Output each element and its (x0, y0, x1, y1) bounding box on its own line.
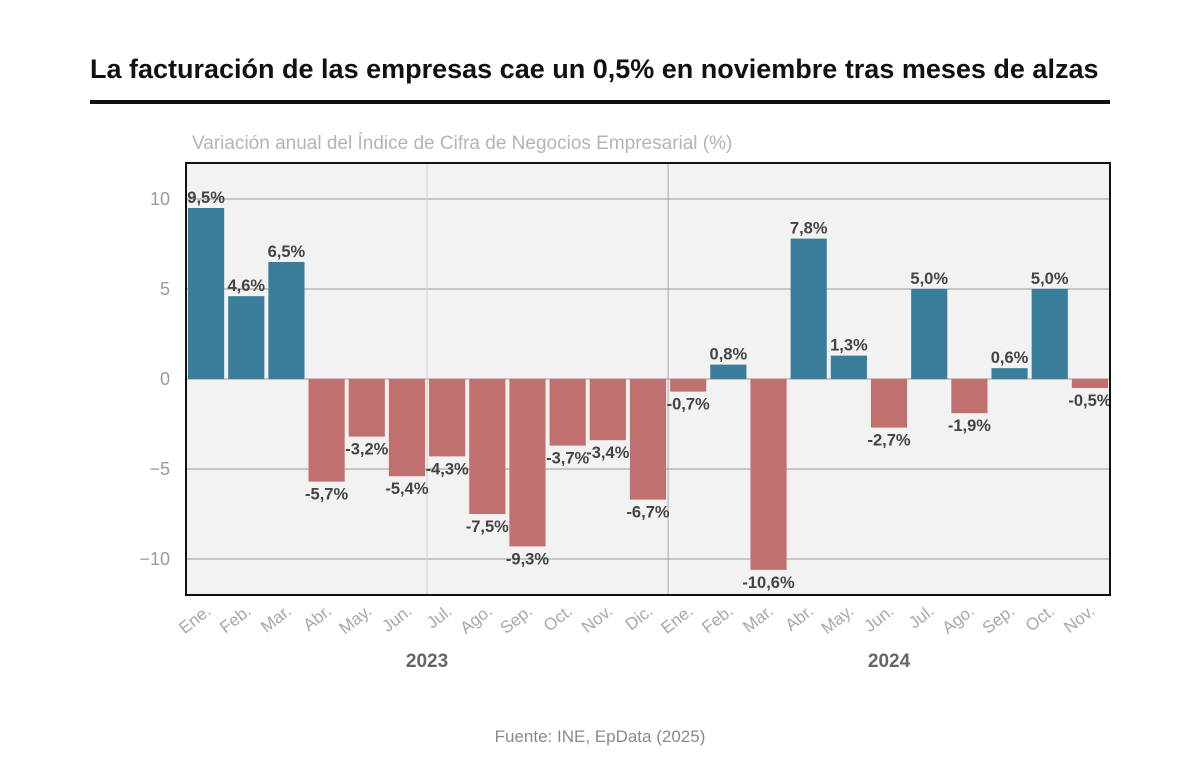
bar (750, 379, 787, 570)
data-label: -10,6% (742, 574, 795, 592)
y-tick-label: −10 (139, 549, 170, 569)
data-label: 6,5% (268, 243, 306, 261)
x-tick-label: Nov. (1060, 601, 1098, 637)
source-note: Fuente: INE, EpData (2025) (494, 727, 706, 746)
data-label: 1,3% (830, 337, 868, 355)
bar (429, 379, 466, 457)
x-tick-label: Oct. (540, 601, 576, 635)
x-tick-label: Ene. (657, 601, 696, 638)
bar (1071, 379, 1108, 388)
data-label: 7,8% (790, 220, 828, 238)
bars (188, 208, 1108, 570)
bar (670, 379, 707, 392)
year-label: 2024 (868, 651, 911, 672)
x-tick-label: Mar. (257, 601, 295, 636)
data-label: 0,6% (991, 349, 1029, 367)
x-tick-label: Ene. (175, 601, 214, 638)
y-tick-label: 10 (150, 189, 170, 209)
y-tick-label: 0 (160, 369, 170, 389)
x-tick-label: Oct. (1022, 601, 1058, 635)
x-tick-label: Jun. (378, 601, 415, 636)
x-tick-label: Nov. (578, 601, 616, 637)
y-axis-ticks: 10 5 0 −5 −10 (139, 189, 170, 569)
plot-frame (185, 162, 1111, 596)
bar (589, 379, 626, 441)
data-label: 9,5% (187, 189, 225, 207)
data-label: 0,8% (710, 346, 748, 364)
data-label: -3,2% (345, 441, 388, 459)
data-label: 5,0% (910, 270, 948, 288)
data-label: -5,7% (305, 486, 348, 504)
data-label: -2,7% (867, 432, 910, 450)
x-tick-label: Jul. (905, 601, 938, 632)
year-labels: 2023 2024 (406, 651, 911, 672)
bar (870, 379, 908, 428)
x-tick-label: May. (818, 601, 858, 638)
bar (268, 262, 305, 379)
data-label: -7,5% (466, 518, 509, 536)
bar (348, 379, 385, 437)
x-tick-label: Abr. (782, 601, 818, 635)
year-label: 2023 (406, 651, 448, 672)
x-tick-label: May. (336, 601, 376, 638)
bar (469, 379, 506, 514)
x-tick-label: Abr. (300, 601, 336, 635)
data-label: -0,5% (1068, 392, 1111, 410)
bar (911, 289, 948, 379)
data-label: -9,3% (506, 550, 549, 568)
data-label: 5,0% (1031, 270, 1069, 288)
x-tick-label: Ago. (457, 601, 496, 638)
bar (790, 238, 827, 379)
data-labels: 9,5% 4,6%6,5% -5,7% -3,2% -5,4% -4,3% -7,5% -9,… (187, 189, 1112, 592)
x-tick-label: Ago. (939, 601, 978, 638)
title-rule (90, 100, 1110, 104)
bar (308, 379, 345, 482)
data-label: -3,7% (546, 450, 589, 468)
bar (629, 379, 667, 500)
data-label: -5,4% (385, 480, 428, 498)
bar (710, 364, 747, 379)
bar (1031, 289, 1068, 379)
x-tick-label: Sep. (979, 601, 1018, 638)
y-tick-label: −5 (149, 459, 170, 479)
x-tick-label: Feb. (216, 601, 255, 637)
x-tick-label: Sep. (497, 601, 536, 638)
bar (951, 379, 988, 414)
year-dividers (426, 163, 669, 595)
x-tick-label: Feb. (698, 601, 737, 637)
data-label: -0,7% (667, 396, 710, 414)
bar (228, 296, 265, 379)
chart-title: La facturación de las empresas cae un 0,… (90, 54, 1099, 84)
data-label: -1,9% (948, 417, 991, 435)
bar (188, 208, 225, 379)
x-tick-label: Jun. (860, 601, 897, 636)
bar (388, 379, 426, 477)
x-axis-ticks: Ene. Feb. Mar. Abr. May. Jun. Jul. Ago. Sep. Oct.… (175, 601, 1098, 638)
data-label: -6,7% (626, 504, 669, 522)
bar (509, 379, 546, 547)
bar (991, 368, 1028, 379)
x-tick-label: Jul. (423, 601, 456, 632)
bar (549, 379, 586, 446)
chart-subtitle: Variación anual del Índice de Cifra de N… (192, 133, 733, 154)
y-tick-label: 5 (160, 279, 170, 299)
data-label: -3,4% (586, 444, 629, 462)
data-label: 4,6% (227, 277, 265, 295)
x-tick-label: Mar. (739, 601, 777, 636)
data-label: -4,3% (426, 460, 469, 478)
bar (830, 355, 867, 379)
x-tick-label: Dic. (622, 601, 657, 634)
